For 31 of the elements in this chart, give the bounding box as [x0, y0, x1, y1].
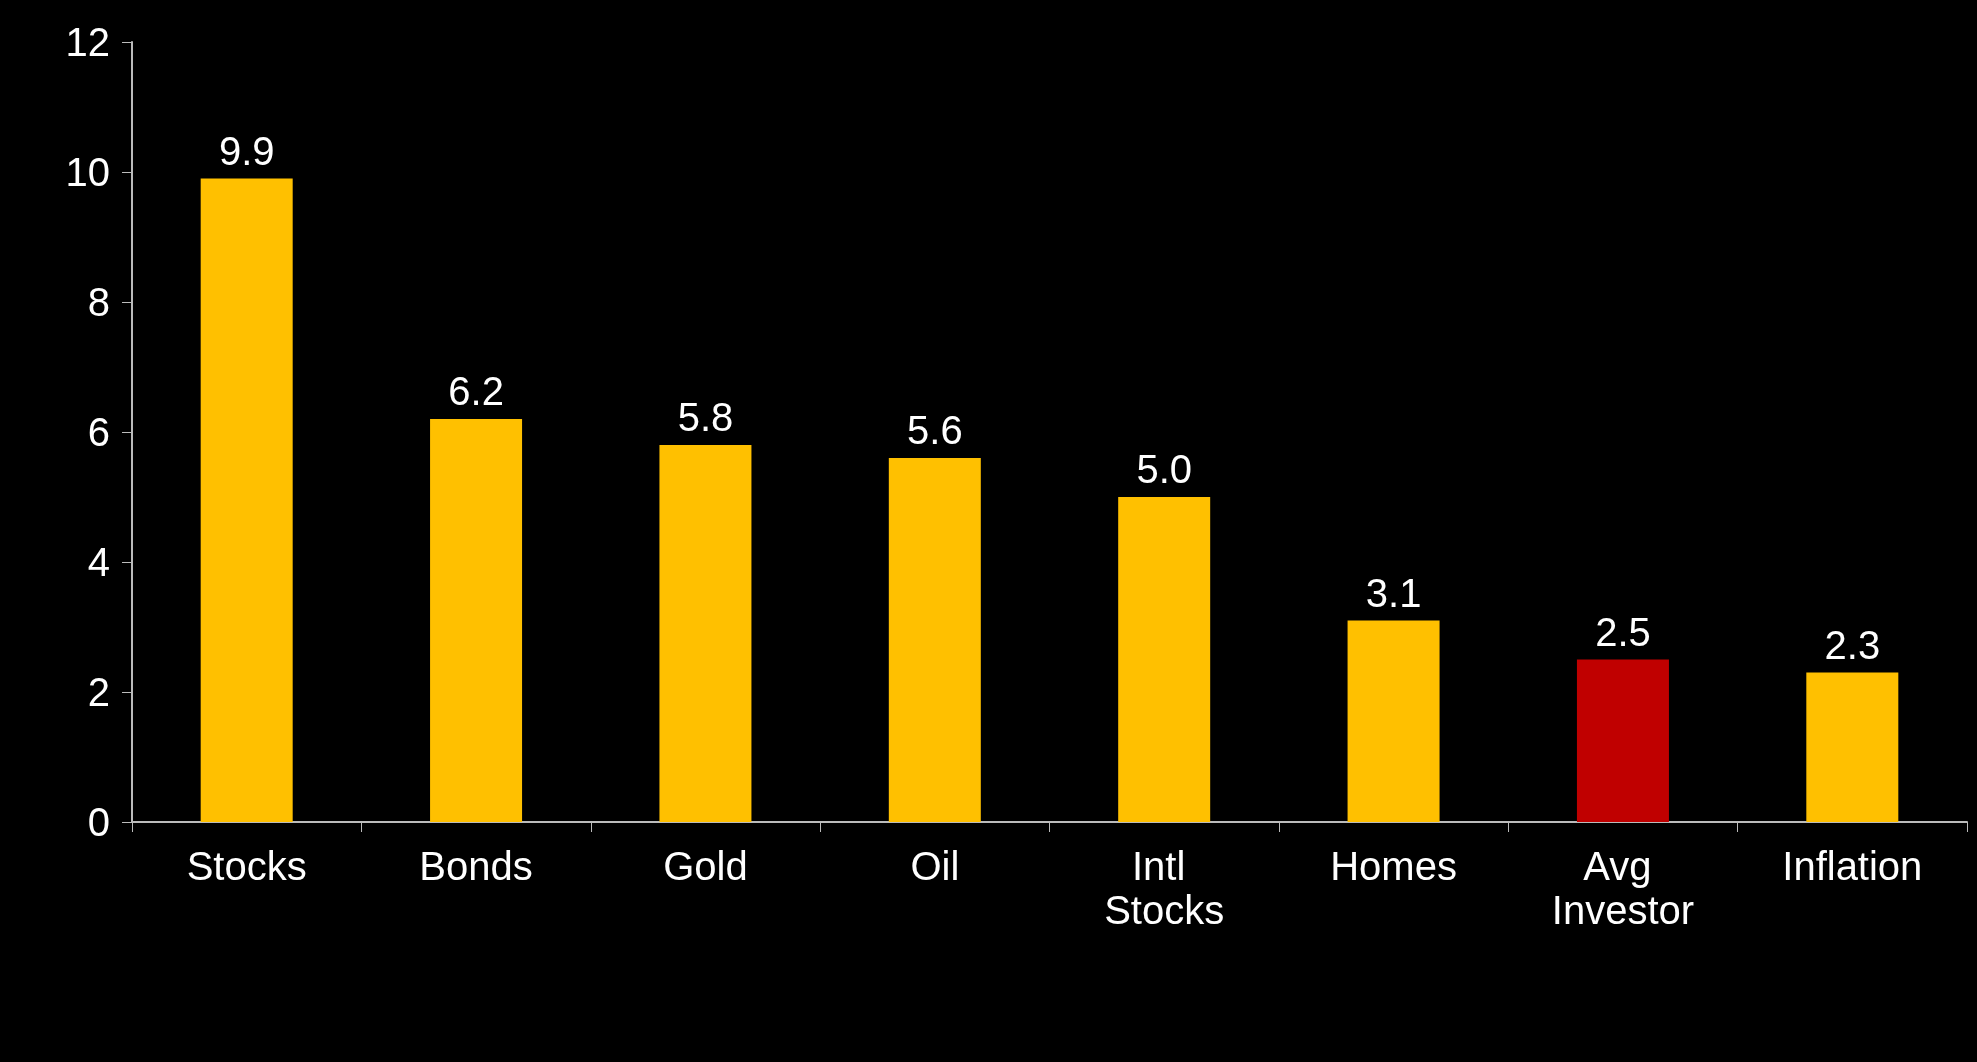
bar: [1118, 497, 1211, 822]
y-tick-label: 12: [65, 20, 110, 64]
y-tick-label: 0: [87, 800, 110, 844]
y-tick-label: 8: [87, 280, 110, 324]
x-tick-label: Avg Investor: [1551, 844, 1695, 932]
bar: [659, 445, 752, 822]
bar: [1347, 620, 1440, 822]
data-label: 5.8: [677, 395, 734, 439]
bar: [1806, 672, 1899, 822]
data-label: 6.2: [448, 369, 504, 413]
y-tick-label: 4: [87, 540, 110, 584]
y-tick-label: 6: [87, 410, 110, 454]
bar: [430, 419, 523, 822]
data-label: 3.1: [1365, 570, 1422, 615]
x-tick-label: Gold: [663, 844, 748, 888]
x-tick-label: Bonds: [419, 844, 533, 888]
bar: [1576, 659, 1669, 822]
x-tick-label: Oil: [910, 844, 960, 888]
data-label: 2.3: [1824, 622, 1881, 667]
bar: [888, 458, 981, 822]
x-tick-label: Intl Stocks: [1104, 844, 1225, 932]
data-label: 5.0: [1136, 447, 1192, 491]
y-tick-label: 10: [65, 150, 110, 194]
x-tick-label: Stocks: [186, 844, 307, 888]
bar: [200, 178, 293, 822]
data-label: 2.5: [1595, 609, 1651, 654]
y-tick-label: 2: [87, 670, 110, 714]
data-label: 9.9: [218, 128, 275, 173]
data-label: 5.6: [907, 408, 963, 452]
x-tick-label: Homes: [1330, 844, 1457, 888]
x-tick-label: Inflation: [1782, 844, 1923, 888]
